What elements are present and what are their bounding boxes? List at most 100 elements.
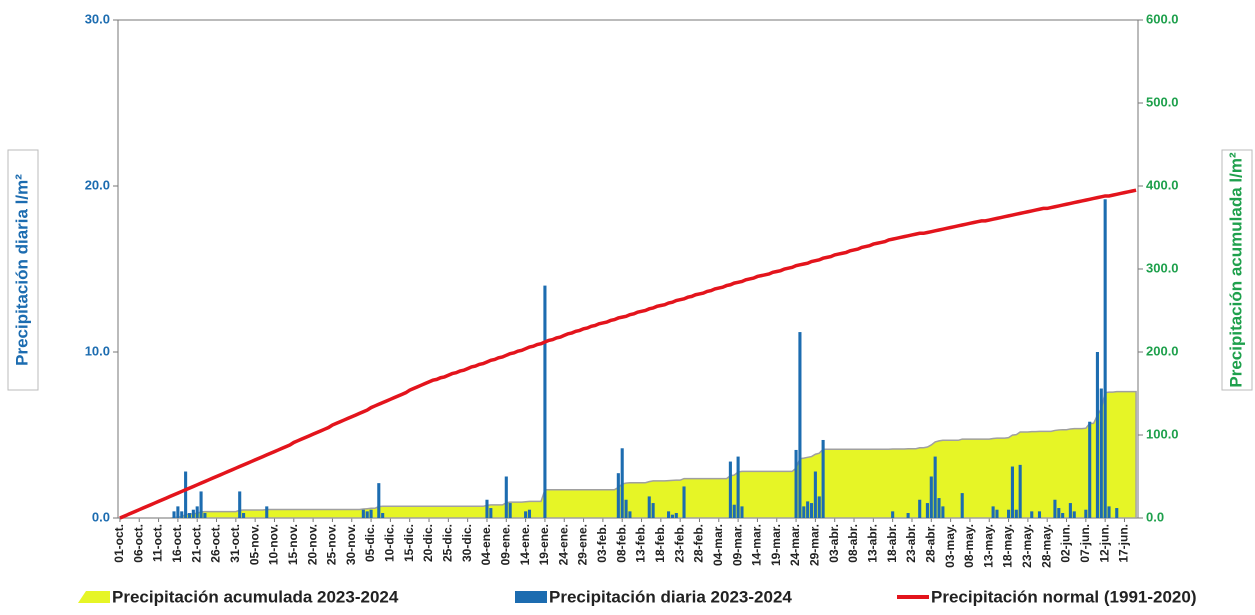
- bar: [925, 503, 929, 518]
- bar: [1007, 509, 1011, 518]
- x-tick-label: 13-may.: [981, 524, 995, 568]
- bar: [381, 513, 385, 518]
- bar: [176, 506, 180, 518]
- x-tick-label: 03-abr.: [827, 524, 841, 563]
- x-tick-label: 18-may.: [1001, 524, 1015, 568]
- bar: [821, 439, 825, 518]
- bar: [682, 486, 686, 518]
- bar: [1053, 499, 1057, 518]
- bar: [732, 504, 736, 518]
- x-tick-label: 10-nov.: [267, 524, 281, 565]
- y-axis-title: Precipitación diaria l/m²: [12, 174, 31, 366]
- x-tick-label: 18-feb.: [653, 524, 667, 563]
- x-tick-label: 31-oct.: [228, 524, 242, 563]
- bar: [489, 508, 493, 518]
- bar: [674, 513, 678, 518]
- bar: [524, 511, 528, 518]
- bar: [991, 506, 995, 518]
- bar: [238, 491, 242, 518]
- x-tick-label: 29-ene.: [576, 524, 590, 565]
- x-tick-label: 24-mar.: [788, 524, 802, 566]
- x-tick-label: 16-oct.: [170, 524, 184, 563]
- bar: [1115, 508, 1119, 518]
- bar: [667, 511, 671, 518]
- bar: [508, 503, 512, 518]
- x-tick-label: 24-ene.: [556, 524, 570, 565]
- bar: [929, 476, 933, 518]
- bar: [199, 491, 203, 518]
- bar: [1107, 506, 1111, 518]
- bar: [1103, 199, 1107, 518]
- bar: [906, 513, 910, 518]
- bar: [377, 483, 381, 518]
- y2-tick-label: 300.0: [1146, 260, 1179, 275]
- bar: [670, 514, 674, 518]
- bar: [995, 509, 999, 518]
- bar: [485, 499, 489, 518]
- x-tick-label: 09-mar.: [730, 524, 744, 566]
- x-tick-label: 02-jun.: [1059, 524, 1073, 563]
- y-tick-label: 30.0: [85, 11, 110, 26]
- x-tick-label: 05-nov.: [247, 524, 261, 565]
- x-tick-label: 13-feb.: [634, 524, 648, 563]
- bar: [1014, 509, 1018, 518]
- x-tick-label: 20-nov.: [305, 524, 319, 565]
- bar: [794, 449, 798, 518]
- bar: [527, 509, 532, 518]
- x-tick-label: 01-oct.: [112, 524, 126, 563]
- x-tick-label: 14-ene.: [518, 524, 532, 565]
- bar: [242, 513, 246, 518]
- x-tick-label: 26-oct.: [209, 524, 223, 563]
- x-tick-label: 15-dic.: [402, 524, 416, 562]
- y2-tick-label: 100.0: [1146, 426, 1179, 441]
- bar: [960, 493, 964, 518]
- x-tick-label: 29-mar.: [808, 524, 822, 566]
- bar: [933, 456, 937, 518]
- bar: [203, 513, 207, 518]
- bar: [1084, 509, 1088, 518]
- y-tick-label: 10.0: [85, 343, 110, 358]
- x-tick-label: 28-may.: [1039, 524, 1053, 568]
- bar: [504, 476, 508, 518]
- line: [119, 188, 1137, 520]
- x-tick-label: 08-may.: [962, 524, 976, 568]
- x-tick-label: 28-abr.: [923, 524, 937, 563]
- bar: [728, 461, 732, 518]
- bar: [543, 285, 547, 518]
- y-label-box: [7, 149, 39, 391]
- x-tick-label: 04-ene.: [479, 524, 493, 565]
- bar: [1072, 511, 1076, 518]
- y-tick-label: 0.0: [92, 509, 110, 524]
- y2-label-box: [1221, 149, 1253, 391]
- bar: [809, 503, 814, 518]
- y2-tick-label: 600.0: [1146, 11, 1179, 26]
- x-tick-label: 30-nov.: [344, 524, 358, 565]
- x-tick-label: 30-dic.: [460, 524, 474, 562]
- legend-label: Precipitación diaria 2023-2024: [549, 587, 792, 606]
- bar: [802, 506, 806, 518]
- bar: [184, 471, 188, 518]
- bar: [891, 511, 895, 518]
- bar: [941, 506, 945, 518]
- x-tick-label: 08-feb.: [614, 524, 628, 563]
- bar: [172, 511, 176, 518]
- bar: [1018, 464, 1022, 518]
- x-tick-label: 09-ene.: [498, 524, 512, 565]
- y-tick-label: 20.0: [85, 177, 110, 192]
- bar: [798, 332, 802, 518]
- y2-tick-label: 200.0: [1146, 343, 1179, 358]
- x-tick-label: 19-mar.: [769, 524, 783, 566]
- x-tick-label: 28-feb.: [692, 524, 706, 563]
- bar: [624, 499, 628, 518]
- x-tick-label: 04-mar.: [711, 524, 725, 566]
- x-tick-label: 15-nov.: [286, 524, 300, 565]
- bar: [365, 511, 369, 518]
- x-tick-label: 08-abr.: [846, 524, 860, 563]
- x-tick-label: 03-feb.: [595, 524, 609, 563]
- bar: [1037, 511, 1042, 518]
- x-tick-label: 25-dic.: [441, 524, 455, 562]
- bar: [1068, 503, 1072, 518]
- bar: [740, 506, 744, 518]
- x-tick-label: 10-dic.: [383, 524, 397, 562]
